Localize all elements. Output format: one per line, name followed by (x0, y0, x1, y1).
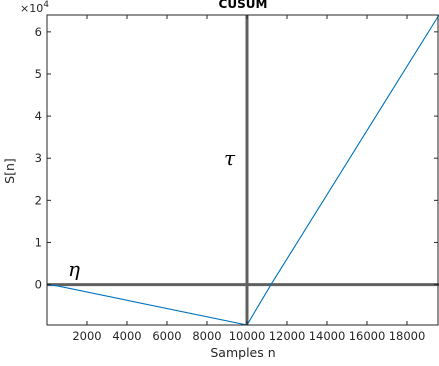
x-axis-label: Samples n (210, 345, 275, 360)
y-tick-label: 0 (35, 278, 42, 292)
x-tick-label: 4000 (112, 329, 141, 343)
y-axis-ticks: 0 1 2 3 4 5 6 (35, 25, 438, 292)
y-tick-label: 3 (35, 151, 42, 165)
y-tick-label: 4 (35, 109, 42, 123)
x-tick-label: 10000 (229, 329, 266, 343)
y-tick-label: 5 (35, 67, 42, 81)
y-tick-label: 1 (35, 235, 42, 249)
x-tick-label: 12000 (269, 329, 306, 343)
y-tick-label: 2 (35, 193, 42, 207)
y-exponent-label: ×104 (20, 0, 49, 15)
chart-title: CUSUM (219, 0, 268, 11)
tau-label: τ (224, 146, 236, 170)
y-exponent-base: ×10 (20, 2, 43, 15)
x-tick-label: 16000 (349, 329, 386, 343)
eta-label: η (68, 257, 80, 281)
series-line-1 (46, 14, 439, 326)
x-tick-label: 18000 (389, 329, 426, 343)
x-tick-label: 6000 (152, 329, 181, 343)
x-tick-label: 14000 (309, 329, 346, 343)
reference-lines (47, 15, 439, 325)
svg-text:×104: ×104 (20, 0, 49, 15)
plot-area-frame (46, 14, 439, 326)
series-layer (46, 14, 439, 326)
y-axis-label: S[n] (2, 158, 17, 184)
y-exponent-power: 4 (43, 0, 49, 10)
x-tick-label: 8000 (192, 329, 221, 343)
x-tick-label: 2000 (72, 329, 101, 343)
y-tick-label: 6 (35, 25, 42, 39)
x-axis-ticks: 2000 4000 6000 8000 10000 12000 14000 16000 1800… (72, 15, 425, 343)
